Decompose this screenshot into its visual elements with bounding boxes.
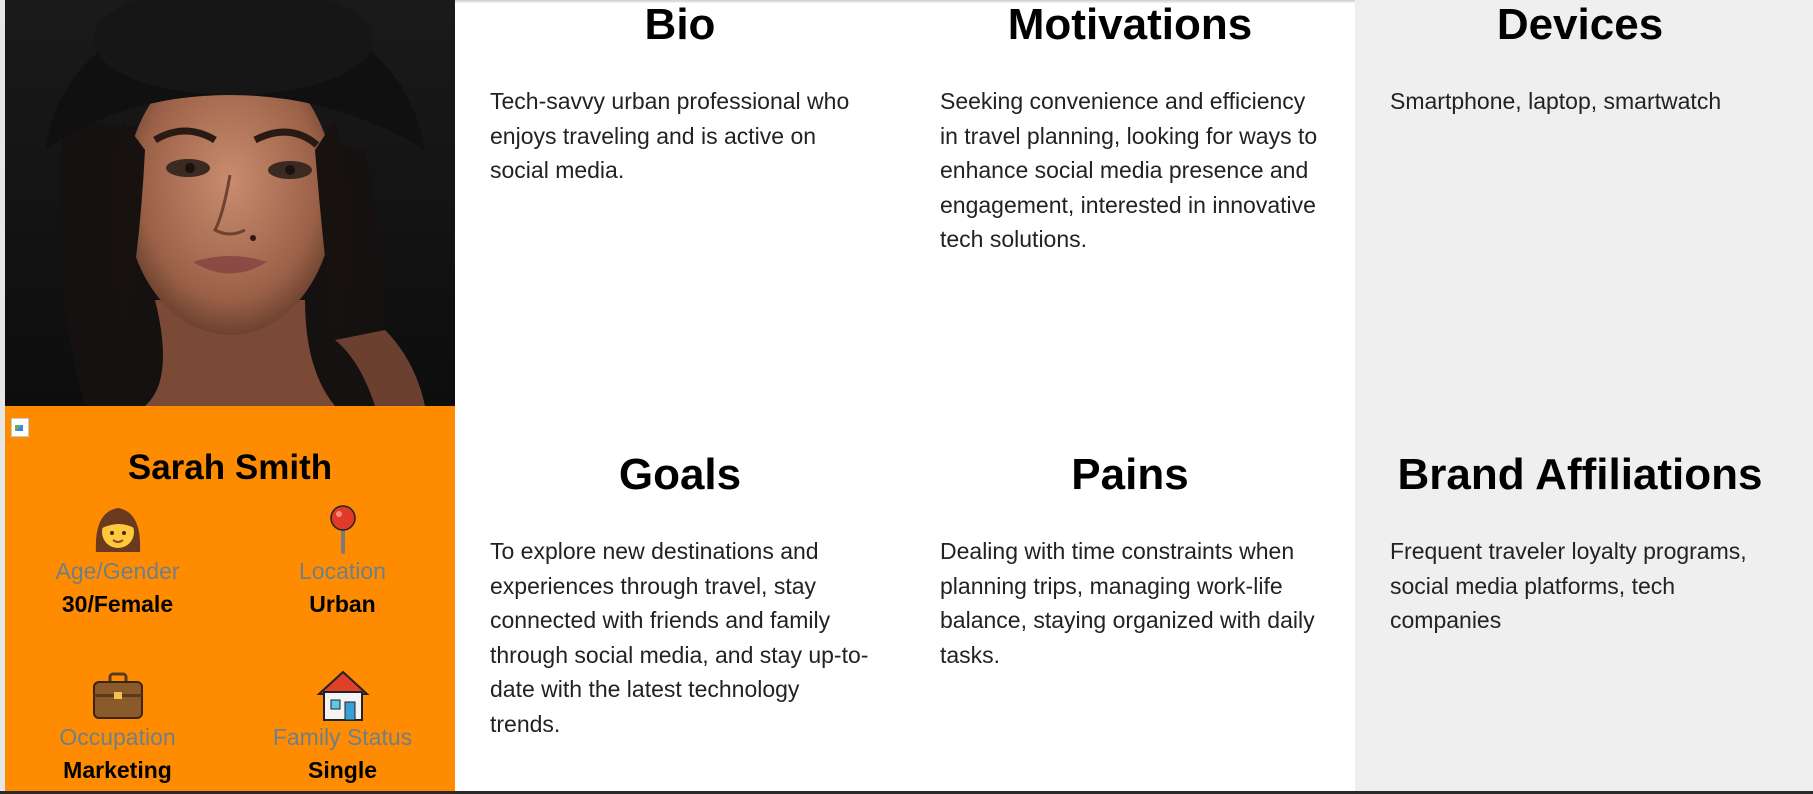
persona-name: Sarah Smith	[127, 448, 333, 487]
stat-age-gender: Age/Gender 30/Female	[5, 502, 230, 618]
broken-image-icon	[11, 418, 29, 437]
brand-affiliations-section: Brand Affiliations Frequent traveler loy…	[1355, 450, 1805, 638]
persona-photo	[5, 0, 455, 406]
stat-value: 30/Female	[61, 591, 174, 617]
pains-section: Pains Dealing with time constraints when…	[905, 450, 1355, 672]
stat-location: Location Urban	[230, 502, 455, 618]
devices-text: Smartphone, laptop, smartwatch	[1390, 88, 1722, 114]
stat-label: Family Status	[272, 724, 413, 750]
stat-label: Location	[299, 558, 386, 584]
pushpin-icon	[329, 505, 356, 554]
top-border	[0, 0, 1813, 3]
stat-value: Marketing	[63, 757, 172, 783]
devices-column-background	[1355, 0, 1813, 791]
goals-text: To explore new destinations and experien…	[490, 538, 869, 737]
house-icon	[315, 670, 370, 721]
motivations-heading: Motivations	[1007, 0, 1253, 49]
stat-occupation: Occupation Marketing	[5, 668, 230, 784]
pains-heading: Pains	[1071, 450, 1189, 499]
goals-section: Goals To explore new destinations and ex…	[455, 450, 905, 741]
motivations-section: Motivations Seeking convenience and effi…	[905, 0, 1355, 257]
devices-section: Devices Smartphone, laptop, smartwatch	[1355, 0, 1805, 119]
bio-section: Bio Tech-savvy urban professional who en…	[455, 0, 905, 188]
stat-value: Urban	[309, 591, 376, 617]
motivations-text: Seeking convenience and efficiency in tr…	[940, 88, 1318, 252]
left-border	[0, 0, 5, 794]
devices-heading: Devices	[1496, 0, 1664, 49]
stat-label: Occupation	[59, 724, 176, 750]
pains-text: Dealing with time constraints when plann…	[940, 538, 1315, 668]
bio-heading: Bio	[644, 0, 716, 49]
brand-affiliations-heading: Brand Affiliations	[1397, 450, 1763, 499]
bottom-border	[0, 791, 1813, 794]
stat-value: Single	[307, 757, 377, 783]
brand-affiliations-text: Frequent traveler loyalty programs, soci…	[1390, 538, 1747, 633]
profile-card: Sarah Smith Age/Gender 30/Female Locatio…	[5, 406, 455, 791]
woman-icon	[95, 508, 140, 552]
goals-heading: Goals	[618, 450, 742, 499]
stat-label: Age/Gender	[55, 558, 180, 584]
briefcase-icon	[92, 672, 143, 719]
bio-text: Tech-savvy urban professional who enjoys…	[490, 88, 850, 183]
stat-family-status: Family Status Single	[230, 668, 455, 784]
